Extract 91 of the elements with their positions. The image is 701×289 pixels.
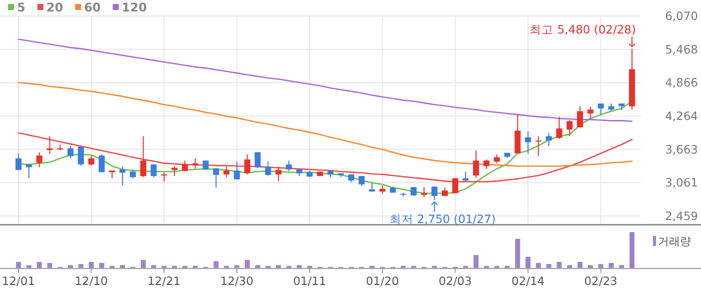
candlestick [577, 106, 584, 128]
candlestick [244, 154, 250, 175]
candlestick [275, 166, 282, 182]
candlestick [473, 150, 480, 178]
candlestick [265, 161, 272, 177]
bar [244, 260, 250, 268]
x-tick-label: 12/01 [2, 274, 36, 288]
bar [630, 232, 634, 268]
x-tick-label: 12/30 [220, 274, 254, 288]
candlestick [598, 103, 604, 116]
candlestick [431, 186, 438, 200]
y-tick-label: 5,468 [665, 42, 698, 56]
legend-label: 20 [46, 0, 64, 14]
bar [536, 262, 541, 268]
candlestick [525, 130, 532, 154]
candlestick [192, 158, 198, 169]
bar [99, 262, 104, 268]
candlestick [535, 136, 542, 157]
candlestick [587, 106, 594, 119]
bar [47, 262, 52, 268]
x-tick-label: 01/11 [293, 274, 326, 288]
candlestick [213, 168, 220, 188]
legend-label: 120 [122, 0, 147, 14]
bar [296, 265, 302, 268]
bar [515, 238, 520, 268]
candlestick [358, 176, 365, 187]
candlestick [286, 160, 292, 172]
bar [474, 255, 479, 268]
bar [619, 265, 624, 268]
bar [68, 265, 73, 268]
candlestick [546, 132, 552, 147]
bar [598, 264, 604, 268]
bar [78, 264, 84, 268]
bar [255, 265, 260, 268]
bar [608, 262, 614, 268]
candlestick [119, 166, 126, 186]
candlestick [78, 146, 84, 166]
candlestick [254, 152, 261, 169]
candlestick [223, 166, 230, 178]
candlestick [46, 136, 53, 154]
bar [214, 261, 219, 268]
y-tick-label: 3,663 [665, 142, 698, 156]
candlestick [483, 158, 490, 170]
x-tick-label: 01/20 [366, 274, 400, 288]
bar [588, 265, 593, 268]
candlestick [514, 114, 521, 154]
legend-label: 60 [84, 0, 101, 14]
candlestick [421, 186, 428, 198]
bar [526, 256, 531, 268]
legend-label: 거래량 [658, 235, 691, 248]
bar [140, 260, 146, 268]
candlestick [26, 164, 32, 179]
candlestick [150, 164, 157, 178]
bar [151, 265, 156, 268]
annotation: 최저 2,750 (01/27) [389, 212, 496, 226]
x-tick-label: 02/03 [438, 274, 472, 288]
bar [276, 265, 281, 268]
bar [546, 264, 552, 268]
y-tick-label: 6,070 [665, 9, 698, 23]
bar [88, 262, 94, 268]
bar [16, 262, 21, 268]
line-series [18, 132, 633, 182]
bar [556, 262, 562, 268]
bar [234, 265, 240, 268]
x-tick-label: 02/23 [584, 274, 618, 288]
bar [36, 262, 42, 268]
candlestick [171, 166, 178, 177]
bar [120, 265, 125, 268]
y-tick-label: 4,866 [665, 76, 698, 90]
candlestick [98, 154, 105, 173]
candlestick [462, 171, 469, 182]
x-tick-label: 12/10 [74, 274, 108, 288]
x-tick-label: 02/14 [511, 274, 545, 288]
y-tick-label: 4,264 [665, 109, 698, 124]
bar [578, 262, 583, 268]
bar [26, 265, 32, 268]
candlestick [234, 161, 240, 180]
y-tick-label: 3,061 [665, 176, 698, 190]
candlestick [36, 152, 42, 168]
annotation: 최고 5,480 (02/28) [530, 22, 636, 37]
candlestick [16, 152, 22, 170]
candlestick [566, 120, 573, 137]
x-tick-label: 12/21 [148, 274, 181, 288]
candlestick [556, 116, 562, 140]
candlestick [202, 160, 209, 170]
y-tick-label: 2,459 [665, 208, 698, 223]
candlestick [140, 136, 146, 178]
bar [567, 265, 572, 268]
candlestick [88, 155, 94, 166]
candlestick [67, 146, 74, 159]
legend-label: 5 [17, 0, 26, 14]
